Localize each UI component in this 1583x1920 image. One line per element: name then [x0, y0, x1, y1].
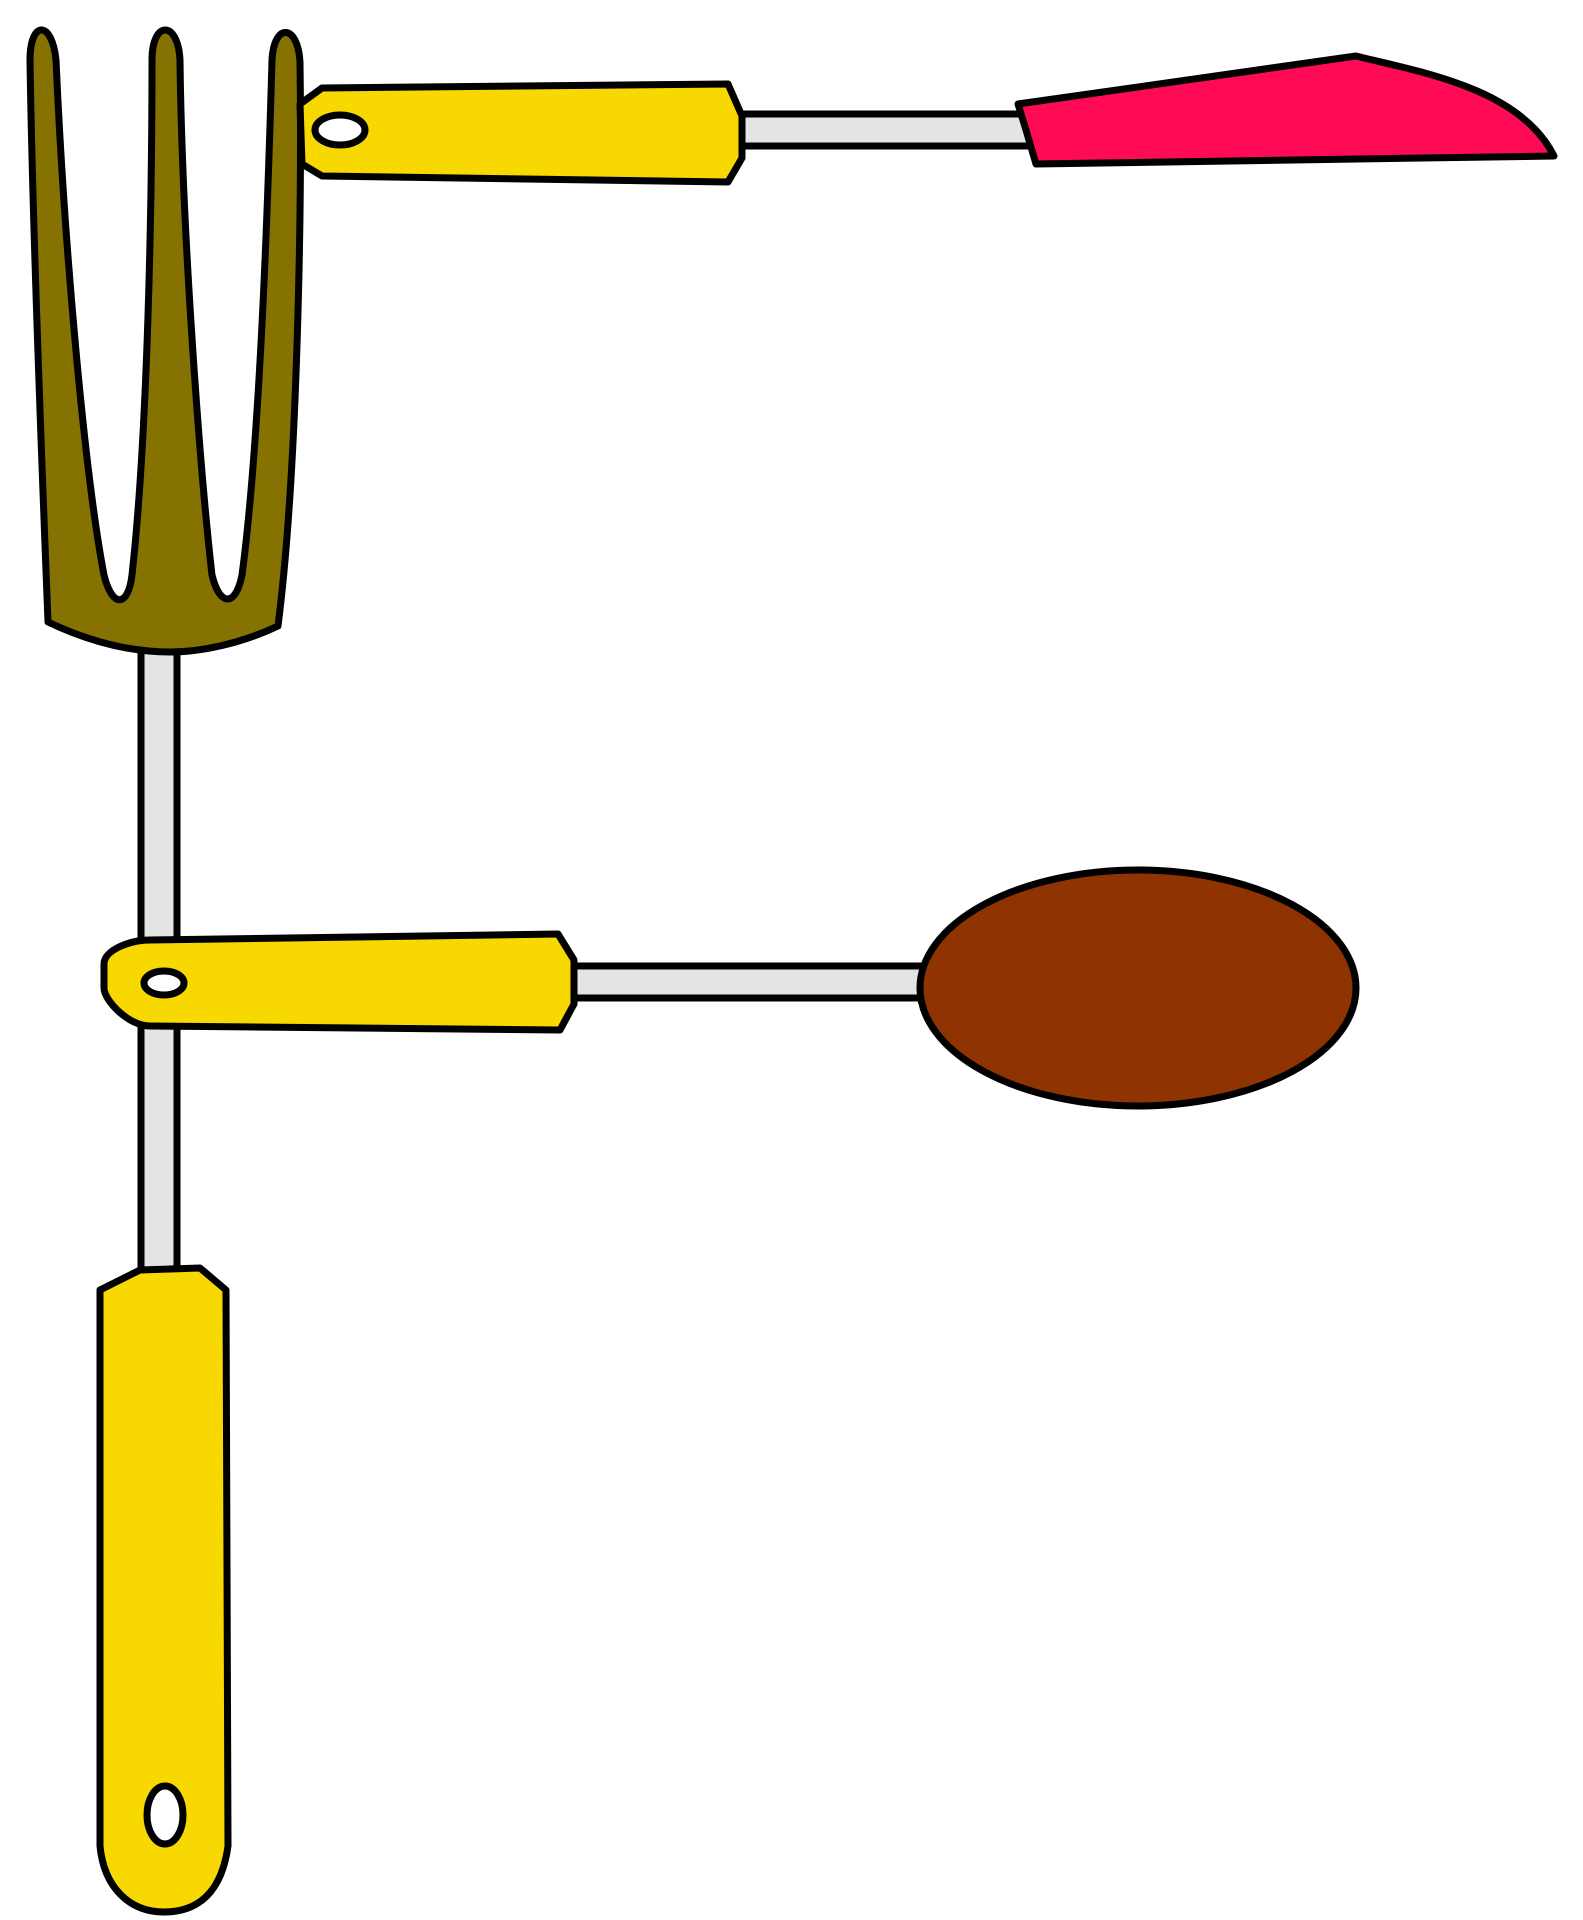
knife-handle-hole	[311, 111, 369, 149]
knife-blade	[1014, 52, 1558, 168]
fork-icon	[26, 26, 304, 1916]
spoon-handle-hole	[140, 967, 188, 999]
knife-handle	[296, 80, 746, 186]
knife-icon	[296, 52, 1558, 186]
spoon-icon	[100, 866, 1360, 1110]
spoon-bowl	[916, 866, 1360, 1110]
knife-rod	[731, 110, 1039, 150]
fork-head	[26, 26, 304, 656]
fork-handle	[96, 1264, 232, 1916]
spoon-rod	[566, 962, 974, 1002]
fork-handle-hole	[143, 1782, 187, 1848]
spoon-handle	[100, 930, 578, 1034]
